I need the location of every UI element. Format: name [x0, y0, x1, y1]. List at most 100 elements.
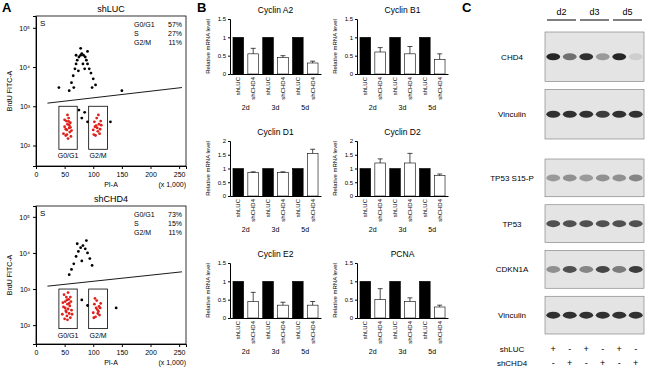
- tick-mark: [228, 300, 230, 301]
- condition-sign: -: [634, 344, 637, 354]
- tick-label: shLUC: [235, 198, 241, 217]
- point: [84, 56, 87, 59]
- axis-line: [33, 17, 37, 167]
- axis-line: [358, 318, 449, 319]
- point: [82, 244, 85, 247]
- tick: shCHD4: [407, 198, 413, 221]
- bar: [233, 281, 244, 318]
- point: [99, 128, 102, 131]
- tick: 0: [350, 315, 357, 321]
- tick: shLUC: [295, 320, 301, 339]
- tick-label: 10³: [20, 103, 31, 110]
- tick-label: 10³: [20, 286, 31, 293]
- tick-label: shLUC: [362, 320, 368, 339]
- condition-sign: -: [585, 358, 588, 368]
- tick: 10⁵: [19, 214, 36, 221]
- stat-value: 15%: [168, 220, 182, 227]
- tick-label: 0: [35, 171, 39, 178]
- bar: [360, 281, 371, 318]
- point: [64, 307, 67, 310]
- tick-mark: [151, 166, 152, 169]
- tick-label: 100: [88, 349, 100, 356]
- tick-label: shCHD4: [437, 198, 443, 221]
- error-line: [409, 47, 410, 54]
- band: [546, 53, 560, 60]
- error-cap: [407, 297, 412, 298]
- bar: [263, 37, 274, 74]
- band: [546, 174, 560, 181]
- tick: 0: [35, 166, 39, 178]
- gate-label: G0/G1: [58, 152, 79, 159]
- tick-label: 50: [61, 171, 69, 178]
- group-line: [580, 20, 609, 21]
- tick-mark: [355, 263, 357, 264]
- tick: 0.5: [345, 53, 357, 59]
- axis-line: [355, 20, 358, 75]
- error-line: [312, 302, 313, 306]
- tick-label: 0: [223, 71, 227, 77]
- tick-label: shCHD4: [407, 76, 413, 99]
- axis-line: [358, 196, 449, 197]
- blot-strip: [545, 32, 644, 82]
- plot-frame: [36, 206, 186, 344]
- bar: [248, 302, 259, 319]
- point: [78, 109, 81, 112]
- point: [72, 74, 75, 77]
- error-line: [253, 292, 254, 301]
- point: [70, 129, 73, 132]
- tick: shLUC: [265, 76, 271, 95]
- stat-label: G0/G1: [134, 21, 155, 28]
- point: [70, 81, 73, 84]
- point: [63, 293, 66, 296]
- bar: [307, 63, 318, 74]
- tick-label: shLUC: [295, 76, 301, 95]
- point: [84, 247, 87, 250]
- tick: shLUC: [265, 198, 271, 217]
- tick-label: 0.5: [345, 53, 354, 59]
- tick-mark: [355, 196, 357, 197]
- tick-mark: [228, 263, 230, 264]
- error-line: [439, 54, 440, 60]
- tick-label: 1.5: [345, 152, 354, 158]
- group-line: [547, 20, 576, 21]
- tick: 150: [117, 166, 129, 178]
- tick-label: 2: [350, 138, 354, 144]
- point: [75, 54, 78, 57]
- tick-label: 10⁵: [19, 214, 30, 221]
- condition-label: shLUC: [500, 345, 525, 354]
- tick-label: shLUC: [265, 320, 271, 339]
- tick: 0: [350, 193, 357, 199]
- error-cap: [310, 61, 315, 62]
- band: [579, 174, 593, 181]
- point: [70, 268, 73, 271]
- plot-area: [233, 37, 318, 74]
- stat-value: 11%: [169, 229, 183, 236]
- tick: shCHD4: [437, 76, 443, 99]
- error-bar: [280, 56, 285, 58]
- point: [90, 72, 93, 75]
- tick: shCHD4: [310, 320, 316, 343]
- point: [80, 260, 83, 263]
- point: [92, 128, 95, 131]
- gate: [89, 289, 108, 329]
- threshold-line: [47, 88, 182, 104]
- bar-panel: 00.511.52shLUCshCHD4shLUCshCHD4shLUCshCH…: [205, 127, 322, 233]
- point: [82, 63, 85, 66]
- band: [596, 266, 610, 273]
- tick-mark: [33, 106, 36, 107]
- tick: shLUC: [362, 198, 368, 217]
- band: [563, 53, 577, 60]
- tick-mark: [228, 155, 230, 156]
- error-bar: [407, 47, 412, 54]
- error-bar: [378, 48, 383, 52]
- tick-label: shLUC: [265, 198, 271, 217]
- axis: 00.511.52: [218, 138, 231, 199]
- tick: 50: [61, 166, 69, 178]
- tick: 10⁵: [19, 25, 36, 32]
- blot-strip: [545, 159, 644, 197]
- bar: [434, 307, 445, 318]
- chart-title: shCHD4: [94, 194, 128, 204]
- tick: 10⁴: [19, 64, 36, 71]
- point: [61, 313, 64, 316]
- error-cap: [407, 46, 412, 47]
